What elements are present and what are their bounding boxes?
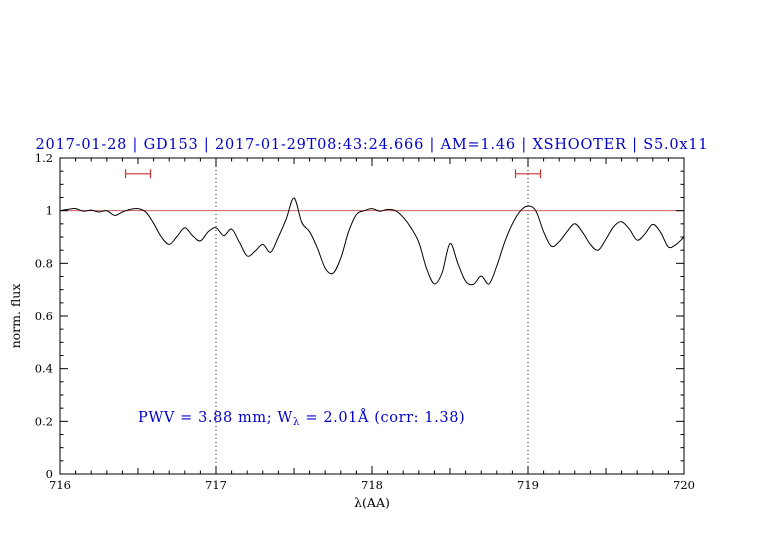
y-tick-label: 0.2 [35,414,53,428]
y-tick-label: 0.6 [35,309,53,323]
x-tick-label: 716 [49,478,71,492]
y-axis-label: norm. flux [8,284,23,349]
annotation-suffix: = 2.01Å (corr: 1.38) [300,408,465,426]
range-marker [514,169,542,179]
y-tick-label: 0 [46,467,53,481]
axis-ticks [59,157,685,475]
plot-frame [59,157,685,475]
annotation-subscript: λ [293,416,300,428]
pwv-annotation: PWV = 3.88 mm; Wλ = 2.01Å (corr: 1.38) [138,408,465,428]
x-axis-label: λ(AA) [354,495,390,510]
annotation-prefix: PWV = 3.88 mm; W [138,410,293,426]
y-tick-label: 0.8 [35,256,53,270]
y-tick-label: 0.4 [35,362,53,376]
x-tick-label: 720 [673,478,695,492]
x-tick-label: 718 [361,478,383,492]
x-tick-label: 719 [517,478,539,492]
y-tick-label: 1 [46,204,53,218]
chart-title: 2017-01-28 | GD153 | 2017-01-29T08:43:24… [36,137,709,153]
chart-generated-layer: 716 717 718 719 720 0 0.2 0.4 0.6 0.8 1 1.2 [35,151,695,492]
range-marker [124,169,152,179]
spectrum-line [59,197,685,286]
x-tick-label: 717 [205,478,227,492]
y-tick-label: 1.2 [35,151,53,165]
